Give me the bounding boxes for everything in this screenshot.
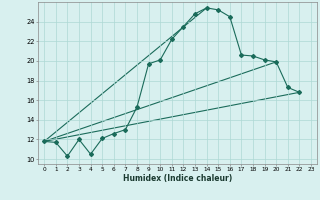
X-axis label: Humidex (Indice chaleur): Humidex (Indice chaleur) xyxy=(123,174,232,183)
